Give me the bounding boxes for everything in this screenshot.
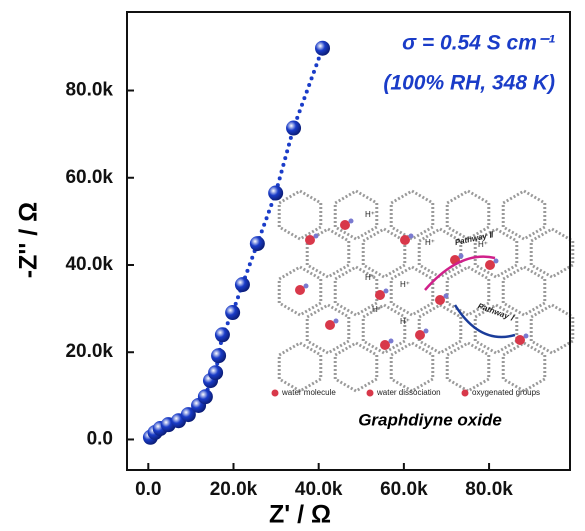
lattice [361, 227, 407, 279]
data-point [180, 407, 196, 423]
lattice [333, 265, 379, 317]
molecule [325, 320, 335, 330]
connector [148, 46, 325, 440]
lattice [333, 341, 379, 393]
lattice [473, 227, 519, 279]
molecule [388, 338, 394, 344]
pathway-arrow [453, 304, 516, 339]
molecule [348, 218, 354, 224]
lattice [305, 303, 351, 355]
molecule [333, 318, 339, 324]
molecule [523, 333, 529, 339]
pathway-arrow [424, 255, 496, 291]
data-point [211, 348, 227, 364]
x-tick-label: 40.0k [295, 479, 343, 500]
molecule [415, 330, 425, 340]
molecule [340, 220, 350, 230]
annotation: σ = 0.54 S cm⁻¹ [402, 32, 555, 55]
proton-label: H⁺ [365, 210, 375, 219]
lattice [277, 189, 323, 241]
data-point [208, 365, 224, 381]
molecule [313, 233, 319, 239]
data-point [234, 277, 250, 293]
lattice [445, 341, 491, 393]
molecule [375, 290, 385, 300]
molecule [305, 235, 315, 245]
annotation: (100% RH, 348 K) [383, 72, 555, 95]
molecule [423, 328, 429, 334]
lattice [417, 303, 463, 355]
lattice [389, 189, 435, 241]
proton-label: H⁺ [400, 317, 410, 326]
molecule [303, 283, 309, 289]
y-tick-label: 0.0 [87, 428, 113, 449]
lattice [501, 265, 547, 317]
inset-legend: water dissociation [376, 388, 441, 397]
proton-label: H⁺ [425, 238, 435, 247]
molecule [485, 260, 495, 270]
inset-legend: water molecule [281, 388, 336, 397]
lattice [529, 227, 575, 279]
lattice [361, 303, 407, 355]
lattice [473, 303, 519, 355]
x-tick-label: 0.0 [135, 479, 161, 500]
lattice [389, 265, 435, 317]
proton-label: H⁺ [478, 240, 488, 249]
lattice [501, 189, 547, 241]
proton-label: H⁺ [365, 273, 375, 282]
lattice [277, 341, 323, 393]
data-point [315, 40, 331, 56]
legend-icon [366, 389, 374, 397]
x-tick-label: 20.0k [210, 479, 258, 500]
lattice [445, 265, 491, 317]
molecule [493, 258, 499, 264]
molecule [443, 293, 449, 299]
data-point [197, 389, 213, 405]
proton-label: H⁺ [400, 280, 410, 289]
y-axis-label: -Z'' / Ω [15, 202, 43, 278]
y-tick-label: 60.0k [65, 167, 113, 188]
data-point [249, 236, 265, 252]
lattice [389, 341, 435, 393]
plot-frame [126, 11, 571, 471]
molecule [380, 340, 390, 350]
data-point [268, 185, 284, 201]
lattice [305, 227, 351, 279]
lattice [333, 189, 379, 241]
molecule [408, 233, 414, 239]
lattice [277, 265, 323, 317]
legend-icon [461, 389, 469, 397]
data-point [286, 120, 302, 136]
molecule [515, 335, 525, 345]
x-tick-label: 60.0k [380, 479, 428, 500]
y-tick-label: 20.0k [65, 341, 113, 362]
inset-caption: Graphdiyne oxide [358, 410, 502, 429]
lattice [529, 303, 575, 355]
molecule [295, 285, 305, 295]
molecule [458, 253, 464, 259]
x-axis-label: Z' / Ω [269, 501, 331, 529]
y-tick-label: 80.0k [65, 80, 113, 101]
molecule [383, 288, 389, 294]
lattice [445, 189, 491, 241]
proton-label: H⁺ [372, 305, 382, 314]
molecule [400, 235, 410, 245]
data-point [214, 327, 230, 343]
y-tick-label: 40.0k [65, 254, 113, 275]
inset-legend: oxygenated groups [472, 388, 540, 397]
legend-icon [271, 389, 279, 397]
lattice [501, 341, 547, 393]
lattice [417, 227, 463, 279]
data-point [225, 305, 241, 321]
molecule [435, 295, 445, 305]
x-tick-label: 80.0k [465, 479, 513, 500]
